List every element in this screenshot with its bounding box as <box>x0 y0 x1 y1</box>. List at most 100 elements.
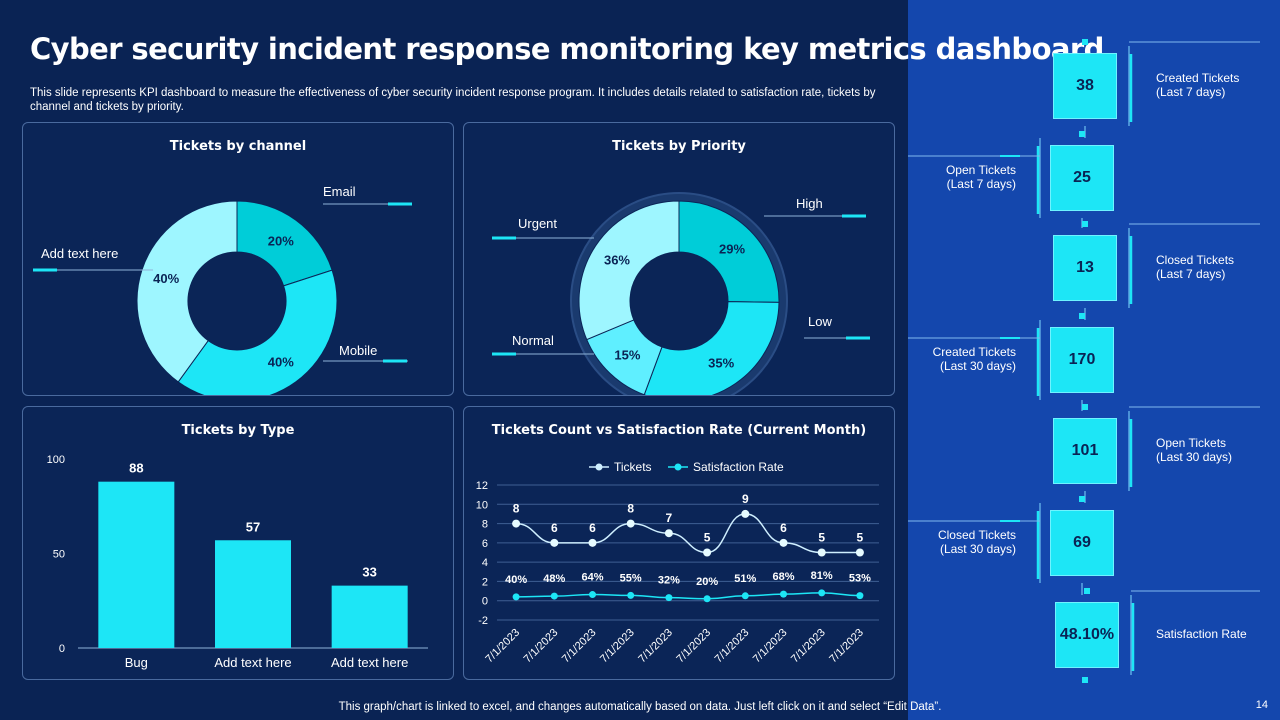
slice-name-label: Email <box>323 184 356 199</box>
y-tick-label: -2 <box>478 615 488 627</box>
slice-percent-label: 29% <box>719 242 745 257</box>
data-point-satisfaction <box>550 592 558 600</box>
kpi-label-line1: Created Tickets <box>1156 71 1240 85</box>
kpi-value-box: 13 <box>1053 235 1117 301</box>
data-point-tickets <box>512 519 521 528</box>
kpi-label-line2: (Last 7 days) <box>1156 267 1226 281</box>
x-tick-label: Add text here <box>331 655 408 670</box>
bar <box>331 585 408 648</box>
tickets-by-type-panel: Tickets by Type 0 50 100 88 Bug 57 Add text he… <box>22 406 454 680</box>
kpi-label-line2: (Last 30 days) <box>939 542 1016 556</box>
x-tick-label: 7/1/2023 <box>674 627 713 666</box>
y-tick-label: 10 <box>476 499 488 511</box>
x-tick-label: 7/1/2023 <box>636 627 675 666</box>
slice-percent-label: 40% <box>153 271 179 286</box>
kpi-value-box: 38 <box>1053 53 1117 119</box>
legend-marker-tickets <box>595 463 603 471</box>
slice-percent-label: 35% <box>708 355 734 370</box>
y-tick-label: 100 <box>47 454 65 466</box>
kpi-connector-lines <box>908 39 1260 683</box>
y-tick-label: 2 <box>482 576 488 588</box>
slice-name-label: Urgent <box>518 216 557 231</box>
kpi-label-line2: (Last 7 days) <box>946 177 1016 191</box>
donut-hole <box>188 252 286 350</box>
data-point-satisfaction <box>665 594 673 602</box>
y-tick-label: 4 <box>482 557 488 569</box>
kpi-label-line1: Created Tickets <box>932 345 1016 359</box>
kpi-label-line2: (Last 30 days) <box>1156 450 1233 464</box>
page-subtitle: This slide represents KPI dashboard to m… <box>30 87 876 113</box>
data-point-satisfaction <box>589 591 596 599</box>
legend-marker-satisfaction <box>674 463 682 471</box>
kpi-label-line1: Closed Tickets <box>1156 253 1235 267</box>
kpi-value-box: 48.10% <box>1055 602 1119 668</box>
data-label-satisfaction: 68% <box>772 571 794 583</box>
kpi-node <box>1082 677 1088 683</box>
y-tick-label: 8 <box>482 519 488 531</box>
series-line-satisfaction <box>516 592 860 600</box>
bar-value-label: 88 <box>129 461 143 476</box>
kpi-label-line2: (Last 30 days) <box>939 359 1016 373</box>
y-tick-label: 0 <box>59 643 65 655</box>
x-tick-label: 7/1/2023 <box>522 627 561 666</box>
tickets-by-priority-chart: 29% High 35% Low 15% Normal 36% Urgent <box>492 192 870 395</box>
data-point-tickets <box>703 548 712 557</box>
data-label-tickets: 5 <box>818 531 825 545</box>
slice-percent-label: 15% <box>614 348 640 363</box>
data-label-tickets: 6 <box>780 521 787 535</box>
donut-hole <box>630 252 728 350</box>
footer-note: This graph/chart is linked to excel, and… <box>338 701 942 713</box>
data-point-tickets <box>741 509 750 518</box>
x-tick-label: 7/1/2023 <box>560 627 599 666</box>
tickets-by-channel-panel: Tickets by channel 20% Email 40% Mobile 40% A… <box>22 122 454 396</box>
kpi-node <box>1084 588 1090 594</box>
slice-name-label: Add text here <box>41 246 118 261</box>
data-point-tickets <box>855 548 864 557</box>
data-point-satisfaction <box>627 591 635 599</box>
slice-name-label: Low <box>808 314 832 329</box>
x-tick-label: Add text here <box>214 655 291 670</box>
tickets-by-priority-panel: Tickets by Priority 29% High 35% Low 15% Norm… <box>463 122 895 396</box>
data-point-satisfaction <box>818 589 826 597</box>
kpi-value-box: 69 <box>1050 510 1114 576</box>
data-label-satisfaction: 53% <box>849 573 871 585</box>
kpi-value-box: 25 <box>1050 145 1114 211</box>
data-label-satisfaction: 20% <box>696 576 718 588</box>
data-label-satisfaction: 32% <box>658 575 680 587</box>
kpi-value-box: 170 <box>1050 327 1114 393</box>
data-point-satisfaction <box>856 592 864 600</box>
data-label-tickets: 7 <box>666 511 673 525</box>
y-tick-label: 6 <box>482 538 488 550</box>
data-point-satisfaction <box>780 590 787 598</box>
data-point-tickets <box>817 548 826 557</box>
bar-value-label: 57 <box>246 519 260 534</box>
data-label-satisfaction: 40% <box>505 574 527 586</box>
x-tick-label: 7/1/2023 <box>827 627 866 666</box>
data-point-tickets <box>550 538 559 547</box>
x-tick-label: 7/1/2023 <box>751 627 790 666</box>
kpi-label-line1: Open Tickets <box>1156 436 1227 450</box>
data-label-tickets: 9 <box>742 492 749 506</box>
data-label-tickets: 6 <box>589 521 596 535</box>
data-point-tickets <box>664 529 673 538</box>
bar-value-label: 33 <box>362 565 376 580</box>
chart-title: Tickets by Type <box>181 423 295 438</box>
tickets-vs-satisfaction-panel: Tickets Count vs Satisfaction Rate (Curr… <box>463 406 895 680</box>
data-point-tickets <box>626 519 635 528</box>
slice-name-label: High <box>796 196 823 211</box>
data-point-satisfaction <box>703 595 711 603</box>
data-point-tickets <box>588 538 597 547</box>
tickets-by-type-chart: 0 50 100 88 Bug 57 Add text here 33 Add text her… <box>47 454 428 670</box>
y-tick-label: 50 <box>53 549 65 561</box>
kpi-label: Satisfaction Rate <box>1156 627 1247 641</box>
kpi-label-line1: Open Tickets <box>945 163 1016 177</box>
slice-name-label: Mobile <box>339 343 377 358</box>
legend-label: Tickets <box>614 460 652 474</box>
kpi-node <box>1079 131 1085 137</box>
slice-percent-label: 20% <box>268 234 294 249</box>
kpi-label: Closed Tickets (Last 30 days) <box>938 528 1016 556</box>
x-tick-label: 7/1/2023 <box>789 627 828 666</box>
x-tick-label: 7/1/2023 <box>483 627 522 666</box>
kpi-node <box>1082 404 1088 410</box>
